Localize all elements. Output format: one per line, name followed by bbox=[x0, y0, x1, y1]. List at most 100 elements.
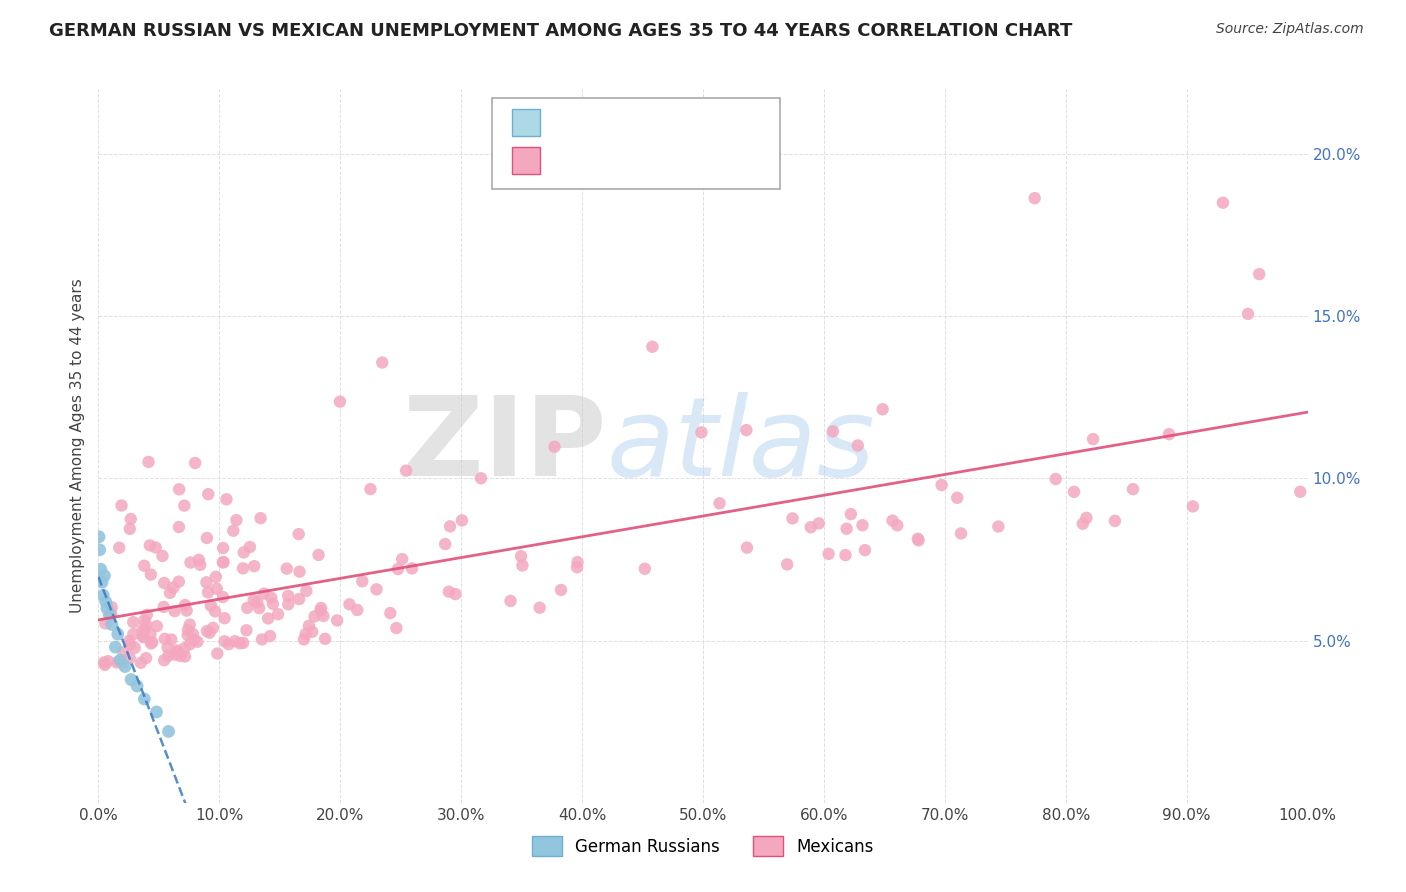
Point bbox=[122, 615, 145, 629]
Point bbox=[108, 541, 131, 555]
Point bbox=[100, 600, 122, 615]
Point bbox=[301, 624, 323, 639]
Point bbox=[176, 603, 198, 617]
Point bbox=[173, 641, 195, 656]
Point bbox=[232, 561, 254, 575]
Point bbox=[907, 533, 929, 548]
Point bbox=[309, 601, 332, 615]
Point bbox=[212, 555, 235, 569]
Point bbox=[312, 609, 335, 624]
Point bbox=[107, 627, 129, 641]
Point bbox=[167, 483, 190, 497]
Point bbox=[243, 559, 266, 574]
Point bbox=[395, 464, 418, 478]
Point bbox=[163, 648, 186, 662]
Point bbox=[195, 575, 218, 590]
Point bbox=[239, 540, 262, 554]
Point bbox=[139, 538, 162, 552]
Point bbox=[276, 561, 298, 575]
Point bbox=[735, 541, 758, 555]
Point bbox=[224, 634, 246, 648]
Text: Source: ZipAtlas.com: Source: ZipAtlas.com bbox=[1216, 22, 1364, 37]
Point bbox=[835, 522, 858, 536]
Point bbox=[444, 587, 467, 601]
Point bbox=[304, 609, 326, 624]
Point bbox=[204, 604, 226, 618]
Point bbox=[1289, 484, 1312, 499]
Point bbox=[229, 636, 252, 650]
Text: atlas: atlas bbox=[606, 392, 875, 500]
Text: GERMAN RUSSIAN VS MEXICAN UNEMPLOYMENT AMONG AGES 35 TO 44 YEARS CORRELATION CHA: GERMAN RUSSIAN VS MEXICAN UNEMPLOYMENT A… bbox=[49, 22, 1073, 40]
Point bbox=[886, 518, 908, 533]
Point bbox=[94, 616, 117, 631]
Point bbox=[134, 692, 156, 706]
Point bbox=[565, 560, 588, 574]
Point bbox=[882, 514, 904, 528]
Point bbox=[326, 614, 349, 628]
Point bbox=[166, 643, 188, 657]
Point bbox=[1076, 511, 1098, 525]
Text: R =: R = bbox=[550, 152, 595, 169]
Text: R =: R = bbox=[550, 113, 589, 131]
Point bbox=[212, 590, 235, 604]
Point bbox=[179, 617, 201, 632]
Point bbox=[153, 576, 176, 591]
Point bbox=[298, 619, 321, 633]
Point bbox=[157, 648, 180, 663]
Point bbox=[89, 542, 111, 557]
Point bbox=[360, 482, 382, 496]
Point bbox=[1081, 432, 1104, 446]
Point bbox=[120, 512, 142, 526]
Point bbox=[174, 598, 197, 612]
Point bbox=[205, 570, 228, 584]
Point bbox=[391, 552, 413, 566]
Point bbox=[205, 582, 228, 596]
Point bbox=[550, 582, 572, 597]
Point bbox=[198, 625, 221, 640]
Point bbox=[287, 527, 309, 541]
Point bbox=[247, 601, 270, 615]
Point bbox=[177, 623, 200, 637]
Point bbox=[167, 574, 190, 589]
Point bbox=[118, 633, 141, 648]
Point bbox=[846, 438, 869, 452]
Point bbox=[97, 654, 120, 668]
Point bbox=[141, 635, 163, 649]
Point bbox=[132, 631, 155, 645]
Point bbox=[567, 555, 589, 569]
Text: N =: N = bbox=[659, 152, 699, 169]
Point bbox=[162, 581, 184, 595]
Point bbox=[235, 624, 257, 638]
Point bbox=[314, 632, 336, 646]
Point bbox=[201, 621, 224, 635]
Point bbox=[387, 562, 409, 576]
Point bbox=[1181, 500, 1204, 514]
Point bbox=[135, 651, 157, 665]
Point bbox=[183, 632, 205, 647]
Point bbox=[124, 640, 146, 655]
Point bbox=[512, 558, 534, 573]
Point bbox=[352, 574, 374, 589]
Point bbox=[437, 584, 460, 599]
Point bbox=[853, 543, 876, 558]
Point bbox=[138, 455, 160, 469]
Point bbox=[184, 456, 207, 470]
Point bbox=[160, 632, 183, 647]
Point bbox=[197, 585, 219, 599]
Point bbox=[225, 513, 247, 527]
Point bbox=[1063, 484, 1085, 499]
Point bbox=[93, 568, 115, 582]
Legend: German Russians, Mexicans: German Russians, Mexicans bbox=[526, 830, 880, 863]
Point bbox=[114, 659, 136, 673]
Point bbox=[253, 586, 276, 600]
Point bbox=[157, 724, 180, 739]
Point bbox=[174, 649, 197, 664]
Point bbox=[134, 558, 156, 573]
Point bbox=[776, 558, 799, 572]
Point bbox=[139, 627, 162, 641]
Point bbox=[134, 622, 156, 636]
Point bbox=[851, 518, 873, 533]
Text: 198: 198 bbox=[695, 152, 733, 169]
Point bbox=[214, 611, 236, 625]
Point bbox=[187, 553, 209, 567]
